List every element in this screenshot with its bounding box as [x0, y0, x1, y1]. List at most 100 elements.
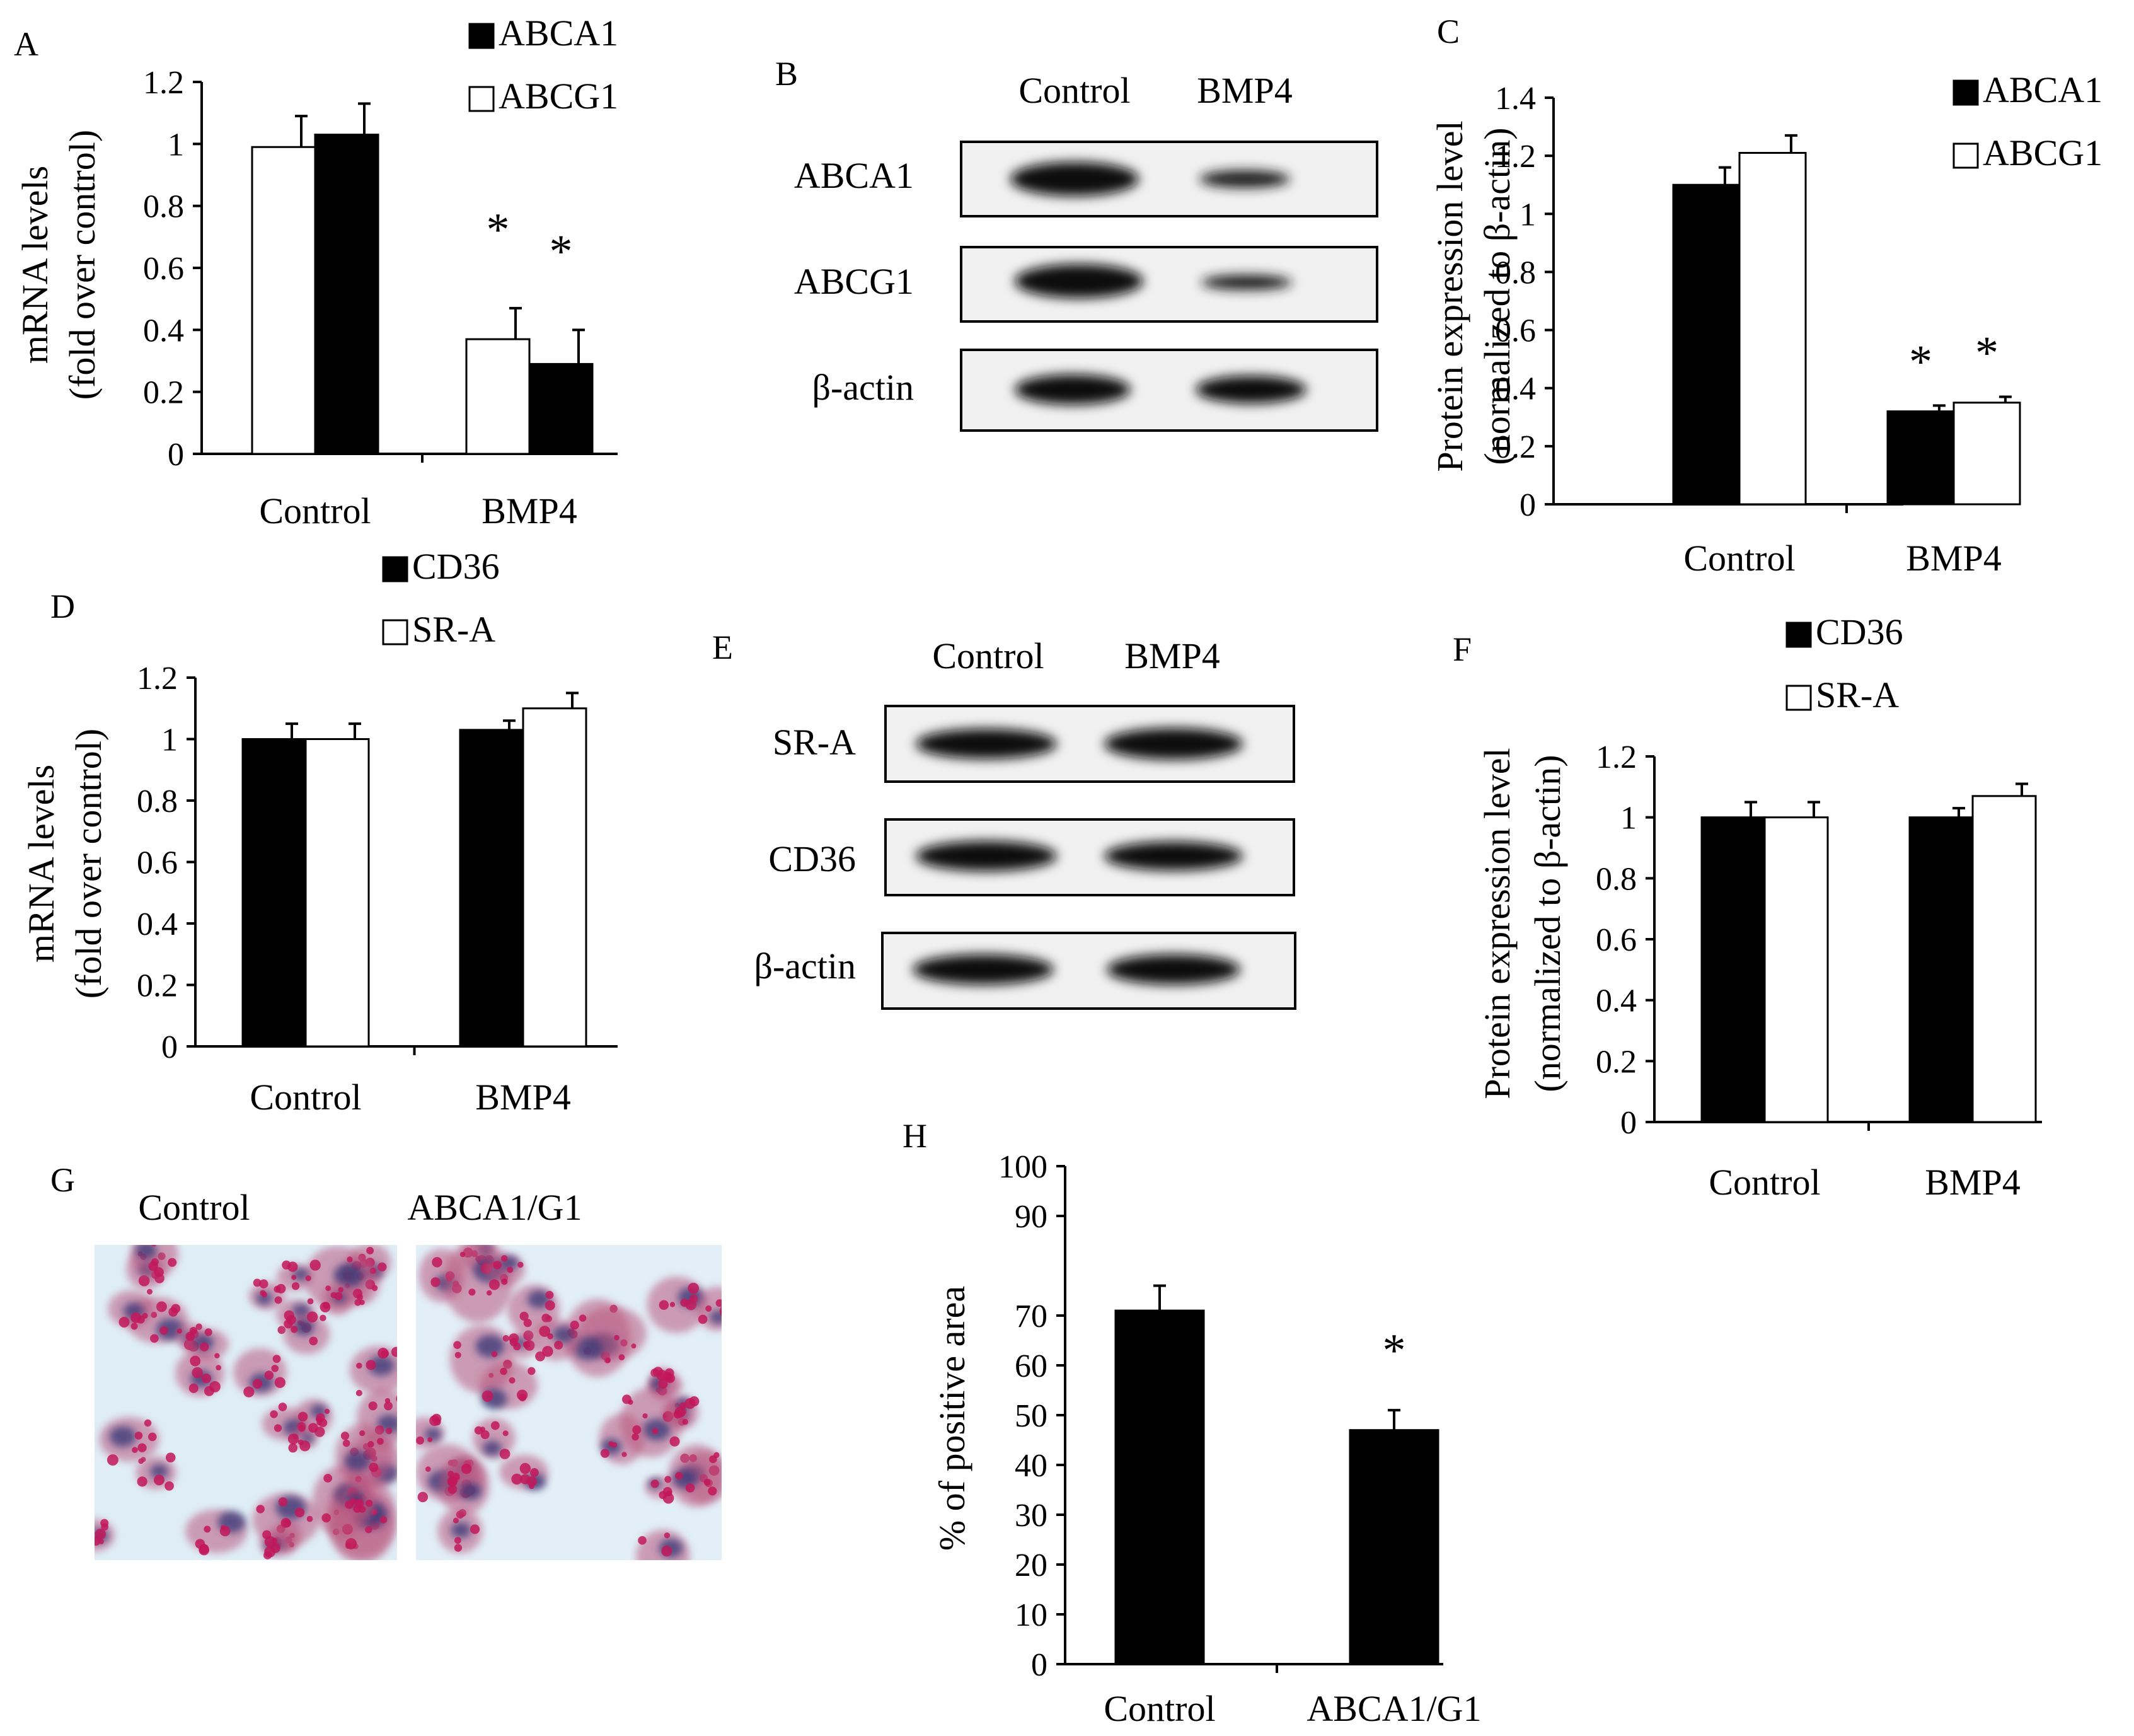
blot-b-lane-beta-actin: [960, 349, 1378, 432]
lipid-droplet: [674, 1406, 686, 1418]
blot-e-row-beta-actin: β-actin: [754, 946, 856, 987]
y-tick-label: 20: [1015, 1548, 1047, 1583]
lipid-droplet: [491, 1351, 498, 1358]
lipid-droplet: [262, 1530, 272, 1539]
lipid-droplet: [539, 1326, 551, 1337]
lipid-droplet: [664, 1476, 672, 1483]
lipid-droplet: [188, 1383, 199, 1393]
cell-nucleus: [482, 1440, 502, 1456]
lipid-droplet: [276, 1283, 286, 1294]
y-tick-label: 1.2: [143, 65, 184, 101]
cell-nucleus: [424, 1428, 442, 1442]
y-tick-label: 0.2: [143, 375, 184, 411]
lipid-droplet: [509, 1338, 518, 1346]
lipid-droplet: [685, 1483, 695, 1493]
y-axis-title: (fold over control): [68, 729, 109, 998]
y-tick-label: 0.4: [1596, 983, 1637, 1019]
lipid-droplet: [454, 1351, 461, 1358]
legend-swatch: [1785, 685, 1812, 711]
lipid-droplet: [667, 1566, 676, 1576]
y-tick-label: 1.2: [1596, 739, 1637, 775]
lipid-droplet: [263, 1551, 272, 1560]
lipid-droplet: [509, 1377, 516, 1384]
y-tick-label: 1: [1620, 801, 1637, 836]
lipid-droplet: [95, 1529, 107, 1540]
bar-c-abcg1-0: [1738, 152, 1807, 506]
lipid-droplet: [511, 1473, 522, 1485]
y-tick-label: 1: [161, 722, 178, 758]
lipid-droplet: [288, 1443, 298, 1453]
lipid-droplet: [384, 1401, 393, 1411]
lipid-droplet: [391, 1346, 397, 1357]
lipid-droplet: [84, 1538, 95, 1548]
y-axis-title: (normalized to β-actin): [1477, 127, 1518, 465]
y-tick-label: 1: [1520, 197, 1536, 233]
cell-nucleus: [109, 1426, 137, 1447]
legend-swatch: [1785, 622, 1812, 648]
lipid-droplet: [291, 1326, 298, 1333]
cell-nucleus: [451, 1522, 471, 1538]
lipid-droplet: [378, 1348, 389, 1359]
blot-b-column-control: Control: [1018, 70, 1130, 111]
legend-label: ABCG1: [499, 76, 618, 117]
lipid-droplet: [600, 1449, 610, 1458]
legend-label: CD36: [412, 546, 500, 587]
band: [1196, 376, 1306, 403]
lipid-droplet: [356, 1362, 362, 1369]
panel-letter-d: D: [50, 587, 75, 625]
panel-letter-a: A: [14, 25, 38, 63]
lipid-droplet: [500, 1367, 507, 1375]
lipid-droplet: [621, 1452, 627, 1457]
y-tick-label: 0.4: [143, 313, 184, 349]
lipid-droplet: [517, 1261, 524, 1268]
category-label: BMP4: [482, 490, 577, 531]
significance-star: *: [487, 204, 510, 256]
lipid-droplet: [659, 1491, 667, 1500]
lipid-droplet: [151, 1245, 156, 1247]
lipid-droplet: [642, 1413, 648, 1419]
lipid-droplet: [454, 1537, 461, 1544]
lipid-droplet: [396, 1396, 397, 1402]
legend-label: ABCA1: [1983, 69, 2102, 110]
panel-letter-h: H: [903, 1117, 927, 1155]
panel-letter-b: B: [775, 55, 798, 93]
lipid-droplet: [703, 1479, 711, 1486]
lipid-droplet: [259, 1279, 268, 1288]
y-tick-label: 0: [1520, 487, 1536, 523]
lipid-droplet: [274, 1377, 286, 1388]
lipid-droplet: [453, 1517, 459, 1524]
category-label: BMP4: [1906, 538, 2002, 579]
lipid-droplet: [632, 1433, 639, 1441]
lipid-droplet: [459, 1251, 466, 1258]
legend-swatch: [1952, 142, 1979, 169]
significance-star: *: [1383, 1325, 1406, 1377]
lipid-droplet: [545, 1300, 555, 1311]
y-tick-label: 1.2: [137, 661, 178, 697]
lipid-droplet: [378, 1262, 387, 1272]
blot-e-row-cd36: CD36: [768, 838, 856, 879]
cell-nucleus: [552, 1326, 574, 1343]
lipid-droplet: [671, 1568, 677, 1573]
lipid-droplet: [315, 1416, 323, 1423]
band: [1104, 842, 1243, 871]
lipid-droplet: [153, 1474, 164, 1486]
lipid-droplet: [204, 1525, 211, 1533]
category-label: Control: [1683, 538, 1795, 579]
lipid-droplet: [621, 1394, 632, 1404]
lipid-droplet: [359, 1430, 366, 1437]
lipid-droplet: [287, 1433, 299, 1445]
lipid-droplet: [368, 1401, 378, 1411]
lipid-droplet: [274, 1296, 282, 1304]
lipid-droplet: [357, 1293, 363, 1300]
lipid-droplet: [454, 1544, 463, 1552]
legend-swatch: [468, 86, 495, 112]
lipid-droplet: [330, 1292, 337, 1299]
band: [1201, 275, 1292, 290]
lipid-droplet: [309, 1259, 321, 1271]
cell-nucleus: [150, 1464, 168, 1479]
lipid-droplet: [130, 1322, 138, 1330]
cell-nucleus: [256, 1292, 273, 1305]
lipid-droplet: [493, 1261, 502, 1270]
y-tick-label: 0.8: [1495, 255, 1536, 291]
micrographs-g: G Control ABCA1/G1: [50, 1161, 722, 1576]
